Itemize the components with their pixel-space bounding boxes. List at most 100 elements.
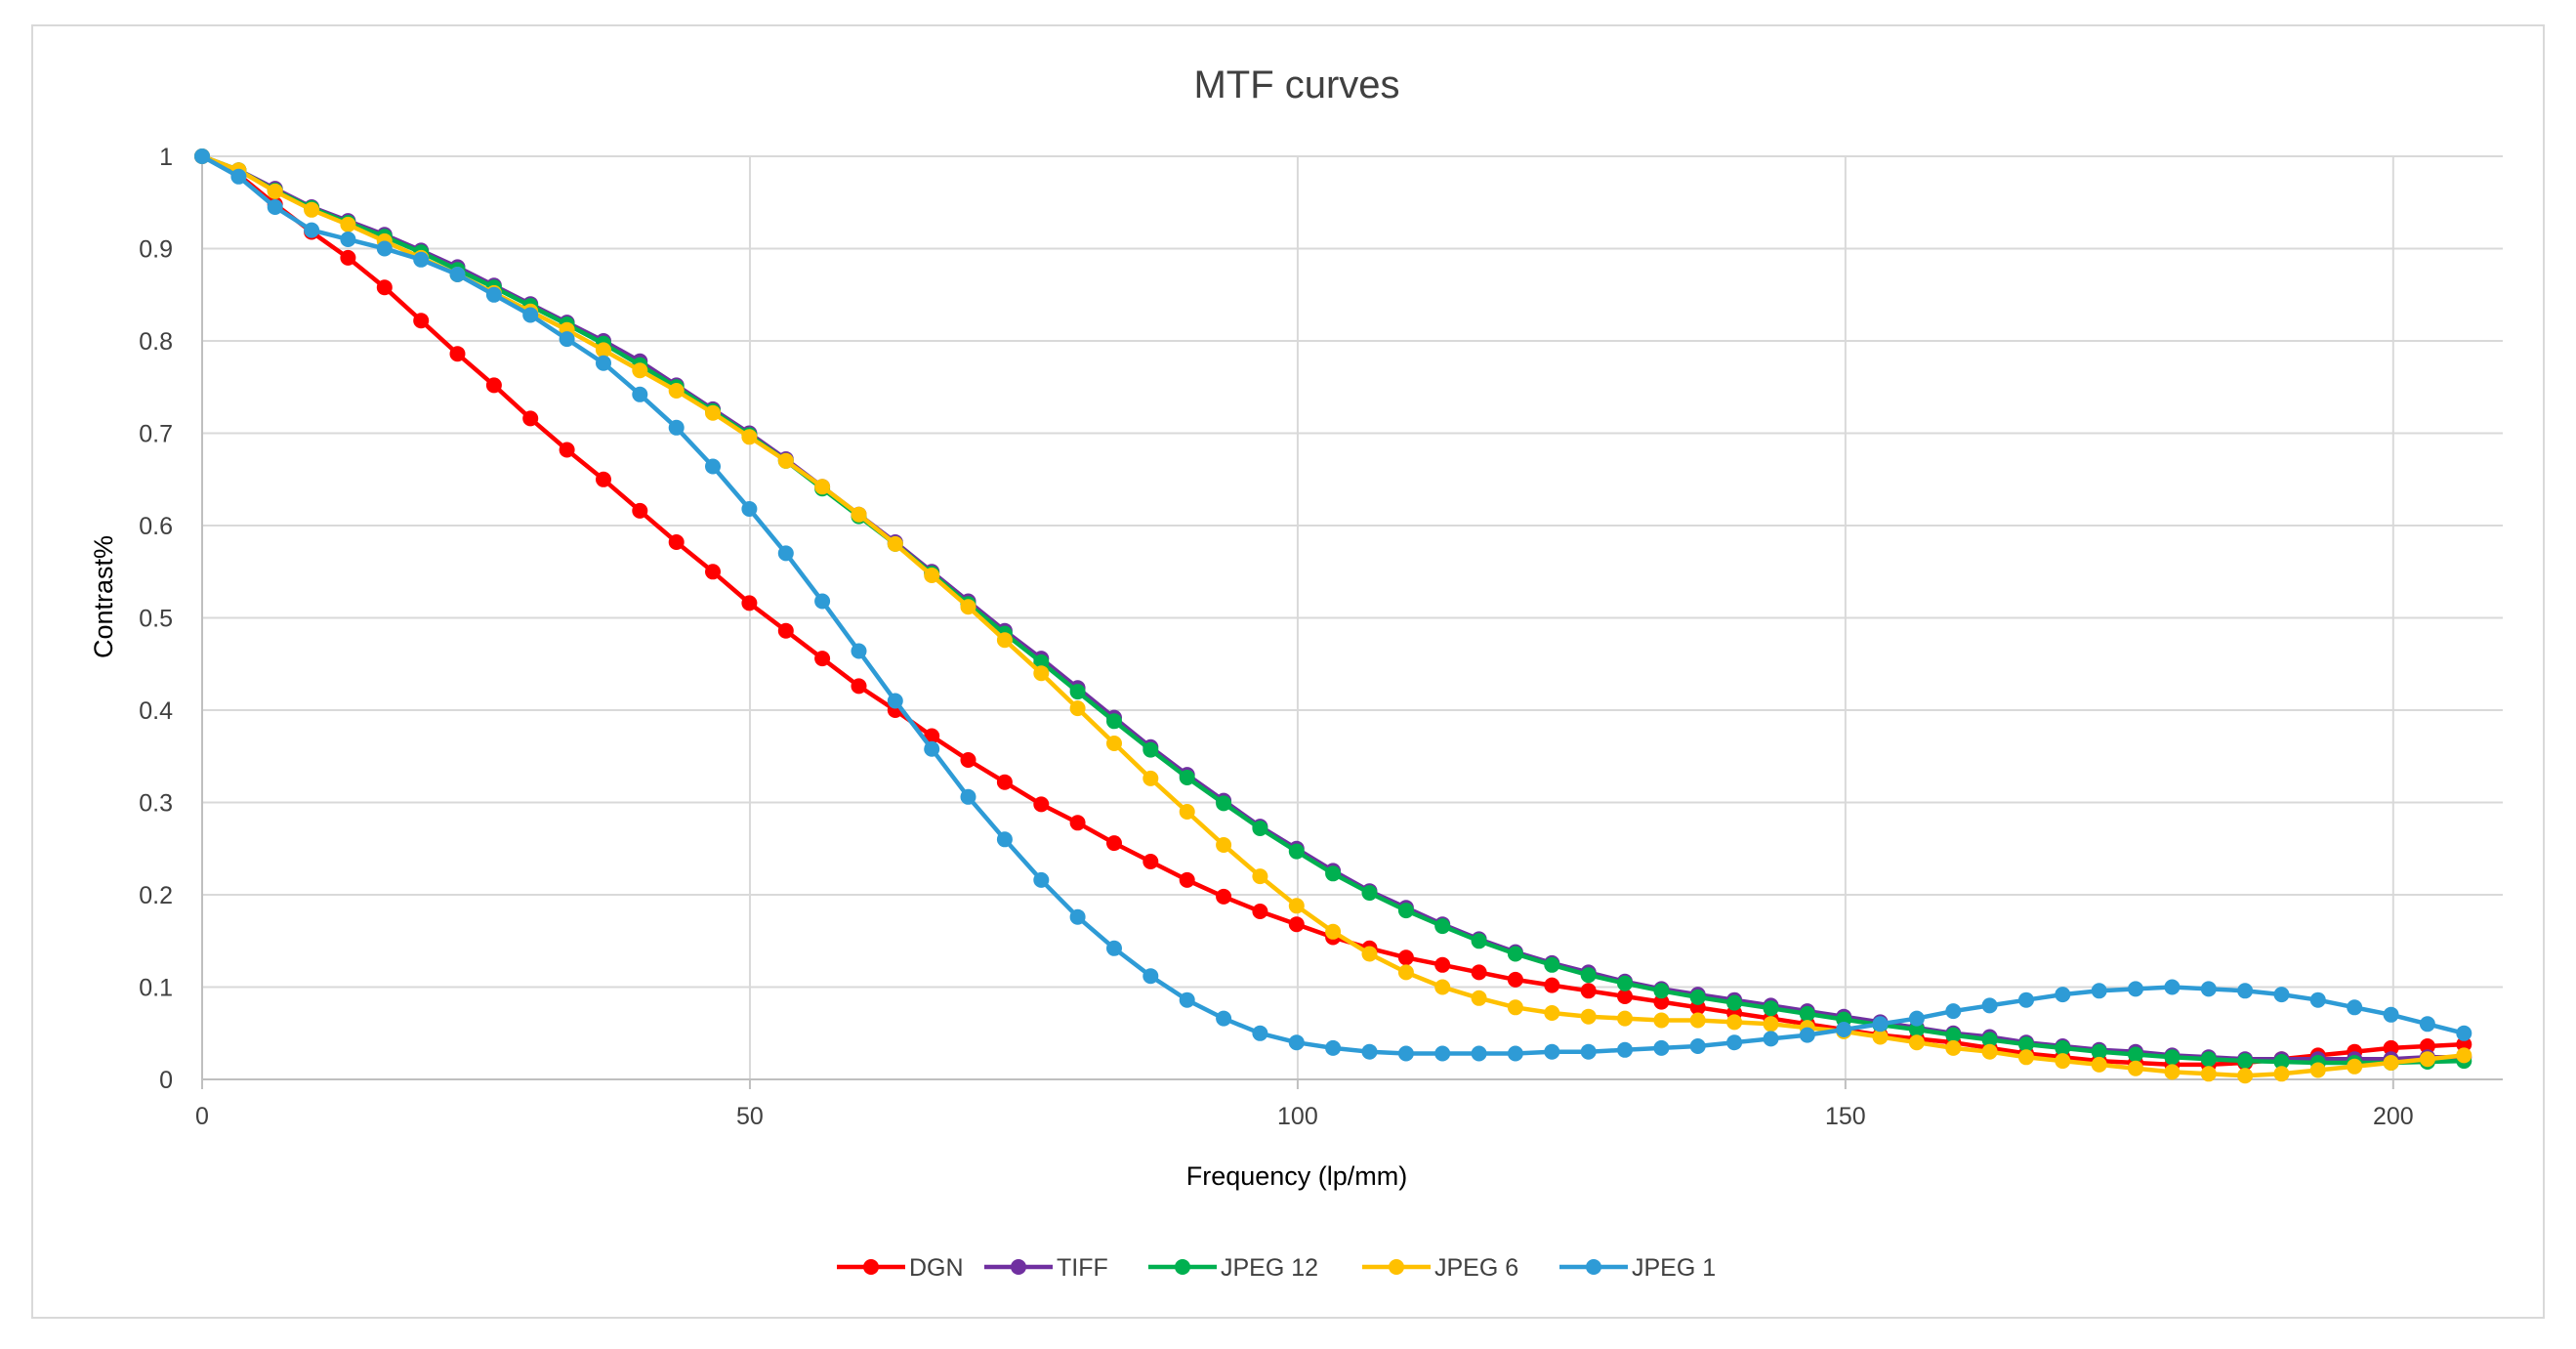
data-point-jpeg-1 — [1397, 1045, 1414, 1062]
data-point-jpeg-6 — [304, 201, 320, 218]
data-point-jpeg-6 — [1580, 1008, 1597, 1025]
data-point-jpeg-6 — [960, 599, 976, 615]
data-point-jpeg-1 — [741, 501, 758, 517]
data-point-jpeg-1 — [230, 168, 247, 185]
data-point-jpeg-6 — [1763, 1016, 1779, 1033]
data-point-jpeg-6 — [668, 383, 685, 399]
data-point-jpeg-6 — [1653, 1012, 1670, 1029]
data-point-dgn — [705, 564, 721, 580]
data-point-jpeg-12 — [1945, 1027, 1962, 1043]
data-point-jpeg-1 — [1945, 1003, 1962, 1020]
y-tick-label: 1 — [159, 144, 173, 171]
data-point-jpeg-1 — [194, 148, 210, 164]
data-point-jpeg-1 — [924, 740, 940, 757]
data-point-jpeg-6 — [2164, 1064, 2181, 1080]
data-point-jpeg-1 — [1325, 1039, 1342, 1056]
data-point-jpeg-1 — [1872, 1016, 1889, 1033]
y-tick-label: 0 — [159, 1067, 173, 1094]
data-point-jpeg-6 — [340, 216, 356, 232]
legend-swatch-marker — [1175, 1259, 1190, 1275]
data-point-jpeg-12 — [1507, 946, 1523, 962]
data-point-jpeg-1 — [996, 831, 1013, 848]
data-point-jpeg-12 — [1908, 1022, 1925, 1037]
data-point-jpeg-1 — [2018, 991, 2034, 1008]
data-point-jpeg-1 — [376, 240, 393, 257]
data-point-dgn — [668, 534, 685, 550]
data-point-jpeg-1 — [413, 251, 430, 268]
data-point-dgn — [1216, 888, 1232, 905]
data-point-jpeg-6 — [1288, 898, 1305, 914]
tick-labels: 0 0.1 0.2 0.3 0.4 0.5 0.6 0.7 0.8 0.9 1 0 50 100 150 20… — [139, 144, 2413, 1130]
data-point-jpeg-1 — [1836, 1022, 1852, 1037]
x-tick-label: 150 — [1825, 1103, 1866, 1130]
data-point-jpeg-6 — [2309, 1062, 2326, 1078]
data-point-jpeg-12 — [2018, 1036, 2034, 1053]
data-point-jpeg-6 — [1544, 1005, 1560, 1021]
data-point-jpeg-1 — [1143, 968, 1159, 985]
data-point-dgn — [1580, 983, 1597, 999]
data-point-jpeg-1 — [814, 593, 831, 610]
data-point-jpeg-6 — [1033, 665, 1050, 682]
data-point-jpeg-6 — [596, 342, 611, 358]
data-point-jpeg-12 — [2128, 1046, 2143, 1063]
data-point-jpeg-6 — [1471, 990, 1487, 1006]
data-point-dgn — [376, 279, 393, 296]
data-point-jpeg-1 — [304, 222, 320, 238]
data-point-jpeg-1 — [2128, 981, 2143, 997]
gridlines — [202, 155, 2503, 1079]
data-point-jpeg-1 — [1434, 1045, 1451, 1062]
data-point-jpeg-6 — [741, 429, 758, 445]
data-point-dgn — [449, 346, 466, 362]
data-point-jpeg-6 — [2091, 1056, 2107, 1073]
data-point-jpeg-6 — [1945, 1039, 1962, 1056]
data-point-jpeg-1 — [777, 545, 794, 562]
data-point-jpeg-12 — [1252, 821, 1268, 836]
x-axis-label: Frequency (lp/mm) — [1186, 1161, 1408, 1191]
axes — [201, 156, 2503, 1089]
legend-label: JPEG 6 — [1434, 1254, 1518, 1282]
data-point-jpeg-6 — [2018, 1049, 2034, 1066]
data-point-jpeg-1 — [267, 199, 283, 215]
data-point-dgn — [1397, 949, 1414, 966]
data-point-jpeg-1 — [1471, 1045, 1487, 1062]
data-point-jpeg-12 — [1397, 903, 1414, 919]
data-point-jpeg-6 — [814, 479, 831, 495]
data-point-jpeg-1 — [632, 386, 648, 402]
data-point-jpeg-12 — [2200, 1051, 2217, 1068]
data-point-jpeg-1 — [705, 458, 721, 475]
data-point-dgn — [1252, 904, 1268, 919]
data-point-dgn — [1106, 835, 1122, 852]
data-point-jpeg-12 — [1361, 885, 1378, 902]
legend-swatch-marker — [863, 1259, 879, 1275]
data-point-dgn — [814, 651, 831, 667]
data-point-jpeg-6 — [1617, 1010, 1633, 1027]
data-point-jpeg-1 — [2200, 981, 2217, 997]
data-point-jpeg-12 — [1106, 713, 1122, 730]
data-point-jpeg-6 — [1726, 1014, 1743, 1031]
data-point-dgn — [996, 774, 1013, 790]
legend-item-jpeg-12: JPEG 12 — [1148, 1254, 1318, 1282]
data-point-jpeg-6 — [1325, 923, 1342, 940]
data-point-jpeg-12 — [1617, 975, 1633, 991]
data-point-jpeg-6 — [1069, 700, 1086, 717]
data-point-jpeg-12 — [1288, 843, 1305, 860]
data-point-jpeg-1 — [2419, 1016, 2435, 1033]
legend-item-jpeg-1: JPEG 1 — [1559, 1254, 1716, 1282]
data-point-dgn — [2419, 1038, 2435, 1054]
data-point-jpeg-6 — [632, 362, 648, 379]
data-point-jpeg-1 — [2091, 983, 2107, 999]
data-point-jpeg-1 — [340, 232, 356, 247]
data-point-jpeg-1 — [2164, 979, 2181, 995]
data-point-jpeg-1 — [449, 267, 466, 282]
data-point-jpeg-1 — [1544, 1043, 1560, 1060]
data-point-jpeg-6 — [851, 506, 867, 523]
data-point-jpeg-12 — [1763, 1000, 1779, 1017]
data-point-jpeg-6 — [1252, 868, 1268, 885]
legend-label: TIFF — [1057, 1254, 1108, 1282]
data-point-jpeg-1 — [1981, 997, 1998, 1014]
data-point-dgn — [1434, 956, 1451, 973]
chart-title: MTF curves — [1193, 63, 1399, 106]
y-tick-label: 0.4 — [139, 697, 173, 725]
y-tick-label: 0.7 — [139, 421, 173, 448]
data-point-dgn — [596, 471, 611, 487]
